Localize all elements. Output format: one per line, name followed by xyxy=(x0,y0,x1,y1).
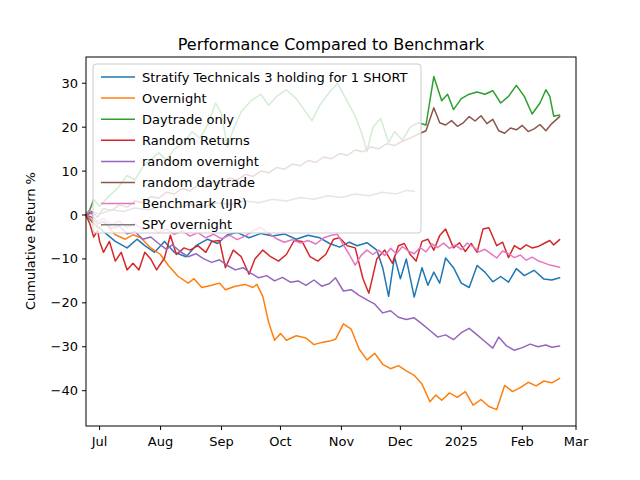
legend: Stratify Technicals 3 holding for 1 SHOR… xyxy=(93,64,421,233)
x-tick-label: Feb xyxy=(511,434,534,449)
x-tick-label: Nov xyxy=(329,434,355,449)
y-tick-label: 0 xyxy=(70,208,78,223)
y-tick-label: −20 xyxy=(51,295,78,310)
legend-label-spy-overnight: SPY overnight xyxy=(142,217,232,232)
x-tick-label: Dec xyxy=(388,434,413,449)
legend-label-random-daytrade: random daytrade xyxy=(142,175,255,190)
legend-label-random-returns: Random Returns xyxy=(142,133,250,148)
y-tick-label: −10 xyxy=(51,251,78,266)
x-tick-label: Sep xyxy=(209,434,234,449)
legend-label-daytrade-only: Daytrade only xyxy=(142,112,234,127)
legend-label-random-overnight: random overnight xyxy=(142,154,259,169)
chart-canvas: 30 20 10 0 −10 −20 −30 −40 Jul Aug Sep Oct Nov Dec 202… xyxy=(0,0,640,480)
x-tick-label: Aug xyxy=(148,434,173,449)
x-tick-label: Oct xyxy=(269,434,291,449)
series-line-random-overnight xyxy=(86,215,560,350)
legend-label-stratify-technicals-3-holding-for-1-short: Stratify Technicals 3 holding for 1 SHOR… xyxy=(142,70,408,85)
y-tick-label: −40 xyxy=(51,383,78,398)
x-tick-label: Jul xyxy=(91,434,108,449)
series-line-overnight xyxy=(86,215,560,410)
y-tick-label: 20 xyxy=(61,120,78,135)
legend-label-overnight: Overnight xyxy=(142,91,206,106)
figure: Performance Compared to Benchmark Cumula… xyxy=(0,0,640,480)
legend-label-benchmark-ijr: Benchmark (IJR) xyxy=(142,196,247,211)
y-tick-label: 10 xyxy=(61,164,78,179)
x-tick-label: 2025 xyxy=(445,434,478,449)
y-tick-label: −30 xyxy=(51,339,78,354)
x-axis-ticks: Jul Aug Sep Oct Nov Dec 2025 Feb Mar xyxy=(91,426,589,449)
x-tick-label: Mar xyxy=(564,434,589,449)
y-axis-ticks: 30 20 10 0 −10 −20 −30 −40 xyxy=(51,76,86,398)
y-tick-label: 30 xyxy=(61,76,78,91)
